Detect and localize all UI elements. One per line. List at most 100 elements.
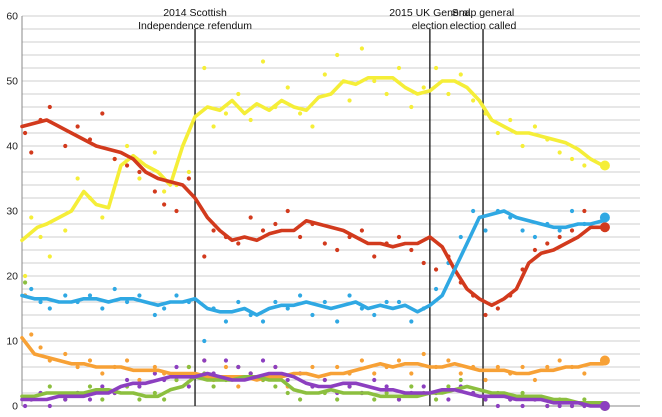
- poll-point: [152, 189, 157, 194]
- poll-point: [545, 403, 550, 409]
- poll-point: [557, 234, 562, 240]
- poll-point: [174, 364, 179, 370]
- poll-point: [298, 397, 303, 402]
- poll-point: [100, 384, 105, 389]
- poll-point: [162, 397, 167, 402]
- poll-point: [396, 397, 402, 402]
- poll-point: [162, 306, 167, 311]
- poll-point: [47, 306, 52, 311]
- poll-point: [100, 215, 105, 220]
- poll-point: [87, 293, 93, 298]
- series-line: [20, 371, 605, 408]
- y-tick-label: 30: [6, 206, 18, 218]
- series-line: [20, 374, 605, 405]
- poll-point: [124, 358, 130, 363]
- poll-point: [137, 176, 142, 181]
- y-tick-label: 20: [6, 271, 18, 283]
- poll-point: [495, 364, 500, 370]
- poll-point: [483, 228, 488, 233]
- poll-point: [100, 371, 105, 376]
- poll-point: [298, 111, 303, 116]
- poll-point: [124, 163, 130, 168]
- poll-point: [260, 228, 266, 233]
- poll-point: [137, 397, 142, 402]
- poll-point: [47, 403, 52, 409]
- poll-point: [545, 241, 550, 246]
- poll-point: [285, 377, 290, 383]
- poll-point: [273, 221, 278, 227]
- series-end-marker: [599, 222, 610, 233]
- event-label: Snap general: [452, 7, 514, 19]
- poll-point: [22, 130, 28, 136]
- poll-point: [75, 364, 80, 370]
- poll-point: [446, 358, 451, 363]
- event-label: election called: [450, 20, 517, 32]
- poll-point: [100, 111, 105, 116]
- poll-point: [236, 384, 241, 389]
- poll-point: [458, 234, 463, 240]
- poll-point: [446, 397, 451, 402]
- poll-point: [22, 273, 28, 279]
- y-axis-ticks: 0 10 20 30 40 50 60: [6, 11, 18, 413]
- poll-point: [202, 338, 207, 344]
- poll-point: [236, 299, 241, 305]
- poll-point: [223, 319, 229, 324]
- series-line: [20, 118, 605, 308]
- poll-point: [458, 377, 463, 383]
- poll-point: [520, 403, 525, 409]
- poll-point: [322, 377, 327, 383]
- poll-point: [384, 299, 389, 305]
- poll-point: [532, 377, 538, 383]
- poll-point: [298, 293, 303, 298]
- poll-point: [285, 306, 290, 311]
- series-end-marker: [599, 355, 610, 366]
- poll-point: [347, 98, 352, 103]
- y-tick-label: 50: [6, 76, 18, 88]
- poll-point: [569, 228, 575, 233]
- poll-point: [22, 403, 28, 409]
- poll-point: [223, 111, 229, 116]
- poll-point: [359, 228, 364, 233]
- poll-point: [248, 117, 253, 123]
- poll-point: [335, 319, 340, 324]
- poll-point: [236, 364, 241, 370]
- poll-point: [520, 228, 525, 233]
- gridlines: [21, 15, 640, 407]
- poll-point: [152, 312, 157, 318]
- poll-point: [273, 364, 278, 370]
- poll-point: [186, 176, 191, 181]
- poll-point: [310, 312, 315, 318]
- poll-point: [137, 169, 142, 175]
- poll-point: [359, 358, 364, 363]
- poll-point: [458, 371, 463, 376]
- event-label: Independence refendum: [138, 20, 252, 32]
- poll-point: [29, 215, 34, 220]
- poll-point: [458, 72, 463, 77]
- poll-point: [63, 293, 68, 298]
- poll-point: [446, 384, 451, 389]
- poll-point: [396, 65, 402, 71]
- poll-point: [520, 390, 525, 396]
- poll-point: [174, 208, 179, 214]
- series-end-marker: [599, 212, 610, 223]
- poll-point: [446, 91, 451, 97]
- poll-point: [335, 247, 340, 253]
- poll-point: [433, 65, 439, 71]
- poll-point: [372, 397, 377, 402]
- poll-point: [495, 306, 500, 311]
- poll-point: [63, 228, 68, 233]
- poll-point: [236, 241, 241, 246]
- poll-point: [211, 384, 216, 389]
- poll-point: [421, 260, 426, 266]
- poll-point: [38, 299, 43, 305]
- poll-point: [124, 143, 130, 149]
- poll-point: [483, 312, 488, 318]
- series-line: [20, 335, 605, 382]
- poll-point: [569, 156, 575, 162]
- poll-point: [202, 358, 207, 363]
- poll-point: [471, 208, 476, 214]
- series-line: [20, 209, 605, 317]
- event-label: election: [412, 20, 448, 32]
- y-tick-label: 40: [6, 141, 18, 153]
